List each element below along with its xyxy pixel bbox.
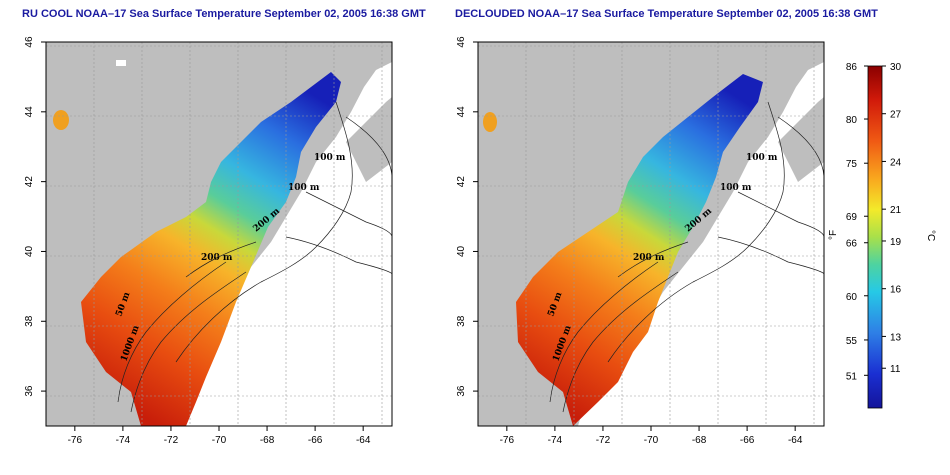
y-tick-label: 46: [456, 36, 467, 48]
cloud-patch: [116, 60, 126, 66]
celsius-tick-label: 16: [890, 285, 902, 296]
left-map-title: RU COOL NOAA–17 Sea Surface Temperature …: [22, 8, 426, 20]
x-tick-label: -70: [644, 435, 659, 446]
y-axis: 46 44 42 40 38 36: [456, 36, 478, 397]
y-tick-label: 36: [24, 385, 35, 397]
y-tick-label: 44: [456, 106, 467, 118]
fahrenheit-tick-label: 75: [846, 159, 858, 170]
x-tick-label: -66: [740, 435, 755, 446]
right-map-title: DECLOUDED NOAA–17 Sea Surface Temperatur…: [455, 8, 878, 20]
celsius-tick-label: 21: [890, 205, 902, 216]
y-tick-label: 42: [456, 176, 467, 188]
fahrenheit-tick-label: 86: [846, 62, 858, 73]
fahrenheit-label: °F: [828, 230, 839, 240]
fahrenheit-tick-label: 51: [846, 371, 858, 382]
lat-lon-grid: [46, 42, 392, 426]
fahrenheit-tick-label: 69: [846, 212, 858, 223]
sst-water-field: [516, 74, 763, 426]
y-tick-label: 36: [456, 385, 467, 397]
lake-patch: [53, 110, 69, 130]
colorbar-gradient: [867, 65, 883, 409]
x-tick-label: -64: [788, 435, 803, 446]
x-axis: -76 -74 -72 -70 -68 -66 -64: [68, 426, 371, 446]
x-tick-label: -72: [164, 435, 179, 446]
x-tick-label: -76: [500, 435, 515, 446]
contour-label: 100 m: [314, 153, 346, 163]
celsius-tick-label: 11: [890, 364, 901, 375]
fahrenheit-tick-label: 80: [846, 115, 858, 126]
fahrenheit-tick-label: 66: [846, 239, 858, 250]
x-tick-label: -68: [692, 435, 707, 446]
celsius-tick-label: 27: [890, 110, 902, 121]
y-tick-label: 42: [24, 176, 35, 188]
y-tick-label: 40: [24, 245, 35, 257]
x-tick-label: -74: [116, 435, 131, 446]
contour-label: 100 m: [288, 183, 320, 193]
x-axis: -76 -74 -72 -70 -68 -66 -64: [500, 426, 803, 446]
x-tick-label: -64: [356, 435, 371, 446]
celsius-tick-label: 19: [890, 237, 902, 248]
y-tick-label: 38: [456, 315, 467, 327]
left-sst-map: 100 m 100 m 200 m 200 m 50 m 1000 m -76-…: [24, 36, 393, 446]
contour-label: 100 m: [746, 153, 778, 163]
fahrenheit-tick-label: 60: [846, 292, 858, 303]
x-tick-label: -76: [68, 435, 83, 446]
x-tick-label: -72: [596, 435, 611, 446]
y-tick-label: 46: [24, 36, 35, 48]
contour-label: 200 m: [633, 253, 665, 263]
fahrenheit-scale: 86 80 75 69 66 60 55 51: [846, 62, 868, 382]
celsius-scale: 30 27 24 21 19 16 13 11: [882, 62, 902, 375]
lat-lon-grid: [478, 42, 824, 426]
x-tick-label: -70: [212, 435, 227, 446]
contour-label: 100 m: [720, 183, 752, 193]
bathymetry-contours: [117, 101, 393, 413]
y-tick-label: 38: [24, 315, 35, 327]
colorbar: 86 80 75 69 66 60 55 51 30 27 24 21 19 16 13 11 °F °C: [828, 62, 936, 409]
fahrenheit-tick-label: 55: [846, 336, 858, 347]
celsius-tick-label: 24: [890, 157, 902, 168]
celsius-label: °C: [925, 230, 936, 241]
x-tick-label: -66: [308, 435, 323, 446]
bathymetry-contours: [549, 101, 825, 413]
x-tick-label: -74: [548, 435, 563, 446]
x-tick-label: -68: [260, 435, 275, 446]
lake-patch: [483, 112, 497, 132]
celsius-tick-label: 30: [890, 62, 902, 73]
y-tick-label: 44: [24, 106, 35, 118]
right-sst-map: 100 m 100 m 200 m 200 m 50 m 1000 m -76-…: [456, 36, 825, 446]
contour-label: 200 m: [201, 253, 233, 263]
celsius-tick-label: 13: [890, 332, 902, 343]
sst-water-field: [81, 72, 341, 426]
y-tick-label: 40: [456, 245, 467, 257]
y-axis: 46 44 42 40 38 36: [24, 36, 46, 397]
